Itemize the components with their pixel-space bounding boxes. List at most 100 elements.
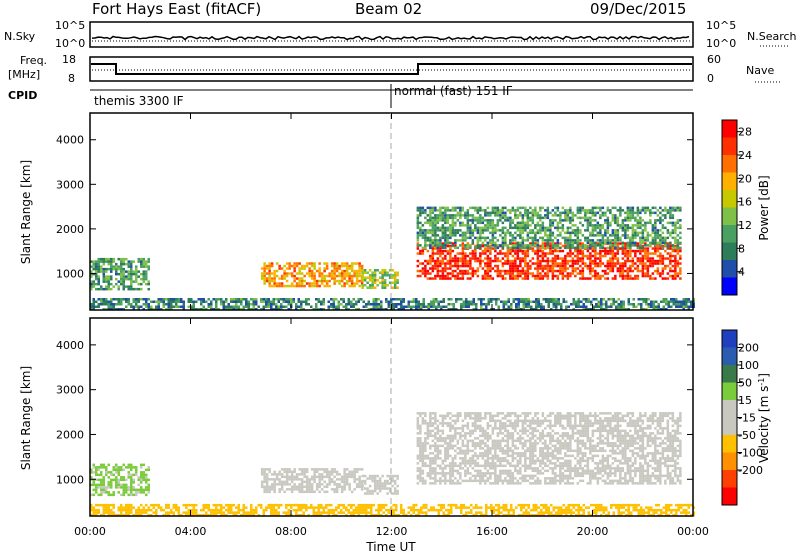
- heatmap-cell: [424, 269, 427, 273]
- heatmap-cell: [639, 216, 642, 220]
- heatmap-cell: [499, 419, 502, 423]
- heatmap-cell: [497, 305, 500, 308]
- heatmap-cell: [461, 459, 465, 463]
- heatmap-cell: [634, 249, 637, 253]
- heatmap-cell: [110, 300, 113, 303]
- heatmap-cell: [237, 305, 240, 308]
- heatmap-cell: [100, 257, 103, 261]
- heatmap-cell: [298, 478, 301, 481]
- heatmap-cell: [340, 269, 344, 273]
- heatmap-cell: [551, 262, 555, 265]
- heatmap-cell: [679, 206, 682, 210]
- heatmap-cell: [342, 300, 345, 303]
- heatmap-cell: [476, 479, 480, 483]
- heatmap-cell: [545, 300, 548, 303]
- heatmap-cell: [671, 214, 675, 217]
- heatmap-cell: [564, 257, 567, 260]
- heatmap-cell: [646, 239, 650, 242]
- heatmap-cell: [419, 274, 422, 278]
- heatmap-cell: [559, 226, 562, 230]
- heatmap-cell: [371, 271, 374, 274]
- heatmap-cell: [494, 442, 497, 445]
- heatmap-cell: [455, 300, 458, 303]
- heatmap-cell: [446, 226, 450, 230]
- heatmap-cell: [507, 305, 510, 308]
- heatmap-cell: [680, 303, 683, 306]
- heatmap-cell: [479, 259, 482, 263]
- heatmap-cell: [514, 457, 517, 460]
- heatmap-cell: [380, 305, 383, 308]
- heatmap-cell: [333, 272, 336, 275]
- heatmap-cell: [626, 246, 630, 250]
- heatmap-cell: [431, 226, 435, 230]
- heatmap-cell: [475, 303, 478, 306]
- heatmap-cell: [265, 264, 269, 268]
- heatmap-cell: [313, 468, 316, 471]
- heatmap-cell: [510, 305, 513, 308]
- heatmap-cell: [504, 206, 507, 210]
- heatmap-cell: [120, 486, 123, 489]
- heatmap-cell: [353, 473, 356, 476]
- heatmap-cell: [355, 470, 359, 474]
- heatmap-cell: [466, 214, 470, 217]
- heatmap-cell: [481, 447, 485, 450]
- heatmap-cell: [318, 284, 321, 288]
- heatmap-cell: [651, 239, 655, 242]
- heatmap-cell: [444, 226, 447, 230]
- heatmap-cell: [504, 429, 507, 433]
- heatmap-cell: [290, 478, 294, 481]
- heatmap-cell: [449, 257, 452, 260]
- heatmap-cell: [537, 300, 540, 303]
- heatmap-cell: [529, 449, 532, 453]
- heatmap-cell: [165, 303, 168, 306]
- heatmap-cell: [599, 259, 602, 263]
- heatmap-cell: [670, 300, 673, 303]
- heatmap-cell: [544, 267, 547, 270]
- heatmap-cell: [486, 221, 490, 225]
- heatmap-cell: [130, 262, 133, 266]
- heatmap-cell: [501, 424, 505, 428]
- heatmap-cell: [303, 284, 306, 288]
- heatmap-cell: [464, 432, 467, 435]
- heatmap-cell: [519, 472, 522, 475]
- heatmap-cell: [489, 257, 492, 260]
- heatmap-cell: [561, 249, 565, 253]
- heatmap-cell: [529, 224, 532, 227]
- heatmap-cell: [524, 462, 527, 465]
- heatmap-cell: [674, 259, 677, 263]
- heatmap-cell: [466, 277, 470, 280]
- heatmap-cell: [489, 437, 492, 440]
- heatmap-cell: [273, 277, 276, 280]
- heatmap-cell: [471, 457, 475, 460]
- heatmap-cell: [674, 269, 677, 273]
- heatmap-cell: [441, 242, 445, 245]
- heatmap-cell: [661, 244, 665, 248]
- heatmap-cell: [283, 277, 286, 280]
- heatmap-cell: [591, 259, 595, 263]
- heatmap-cell: [659, 252, 662, 255]
- heatmap-cell: [130, 468, 133, 472]
- heatmap-cell: [614, 221, 617, 225]
- heatmap-cell: [531, 231, 535, 235]
- heatmap-cell: [504, 269, 507, 273]
- heatmap-cell: [358, 485, 361, 489]
- heatmap-cell: [509, 216, 512, 220]
- heatmap-cell: [147, 282, 150, 286]
- heatmap-cell: [634, 234, 637, 237]
- heatmap-cell: [491, 231, 495, 235]
- heatmap-cell: [531, 454, 535, 458]
- heatmap-cell: [479, 439, 482, 443]
- heatmap-cell: [137, 483, 140, 487]
- heatmap-cell: [451, 464, 455, 468]
- heatmap-cell: [529, 246, 532, 250]
- heatmap-cell: [147, 267, 150, 271]
- colorbar-swatch: [722, 120, 737, 138]
- heatmap-cell: [616, 242, 620, 245]
- heatmap-cell: [569, 209, 572, 212]
- heatmap-cell: [509, 419, 512, 423]
- heatmap-cell: [544, 216, 547, 220]
- heatmap-cell: [542, 298, 545, 301]
- heatmap-cell: [265, 279, 269, 283]
- heatmap-cell: [343, 269, 346, 273]
